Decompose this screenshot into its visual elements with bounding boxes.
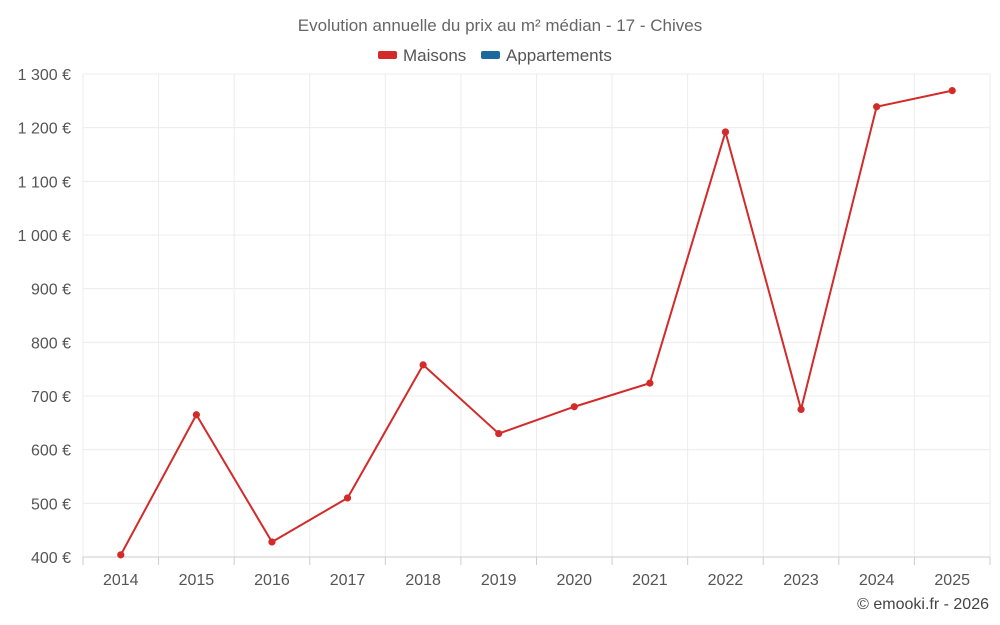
y-tick-label: 1 000 € [18,228,71,245]
x-tick-label: 2014 [103,572,139,589]
data-point-maisons-2018[interactable] [419,361,427,369]
x-tick-label: 2021 [632,572,668,589]
data-point-maisons-2021[interactable] [646,379,654,387]
x-tick-label: 2023 [783,572,819,589]
x-tick-label: 2016 [254,572,290,589]
y-tick-label: 1 300 € [18,67,71,84]
x-tick-label: 2024 [859,572,895,589]
x-axis: 2014 2015 2016 2017 2018 2019 2020 2021 2022 2023… [82,557,991,589]
legend-item-maisons[interactable]: Maisons [378,46,466,65]
y-tick-label: 700 € [31,389,71,406]
data-point-maisons-2014[interactable] [117,551,125,559]
x-tick-label: 2025 [934,572,970,589]
legend-swatch-maisons [378,51,397,59]
data-point-maisons-2015[interactable] [192,411,200,419]
x-tick-label: 2015 [179,572,215,589]
data-point-maisons-2019[interactable] [495,429,503,438]
y-tick-label: 1 100 € [18,174,71,191]
x-tick-label: 2019 [481,572,517,589]
series-layer [117,87,956,559]
legend-swatch-appartements [481,51,500,59]
x-tick-label: 2017 [330,572,366,589]
data-point-maisons-2022[interactable] [721,128,730,136]
data-point-maisons-2024[interactable] [873,103,881,111]
x-tick-label: 2020 [556,572,592,589]
data-point-maisons-2016[interactable] [268,538,276,546]
y-tick-label: 800 € [31,335,71,352]
x-tick-label: 2018 [405,572,441,589]
chart-title: Evolution annuelle du prix au m² médian … [298,16,702,35]
data-point-maisons-2023[interactable] [797,405,805,414]
y-tick-label: 600 € [31,443,71,460]
legend-label-appartements: Appartements [506,46,612,65]
legend-item-appartements[interactable]: Appartements [481,46,612,65]
legend: Maisons Appartements [378,46,612,65]
credit-text: © emooki.fr - 2026 [857,596,989,613]
y-tick-label: 400 € [31,550,71,567]
series-line-maisons [119,89,953,556]
x-tick-label: 2022 [708,572,744,589]
data-point-maisons-2025[interactable] [948,87,956,95]
y-tick-label: 500 € [31,496,71,513]
y-tick-label: 1 200 € [18,121,71,138]
y-tick-label: 900 € [31,282,71,299]
data-point-maisons-2020[interactable] [570,403,578,411]
data-point-maisons-2017[interactable] [343,494,352,502]
y-axis: 400 € 500 € 600 € 700 € 800 € 900 € 1 000 € 1 1… [18,67,71,567]
legend-label-maisons: Maisons [403,46,466,65]
grid [82,73,991,558]
